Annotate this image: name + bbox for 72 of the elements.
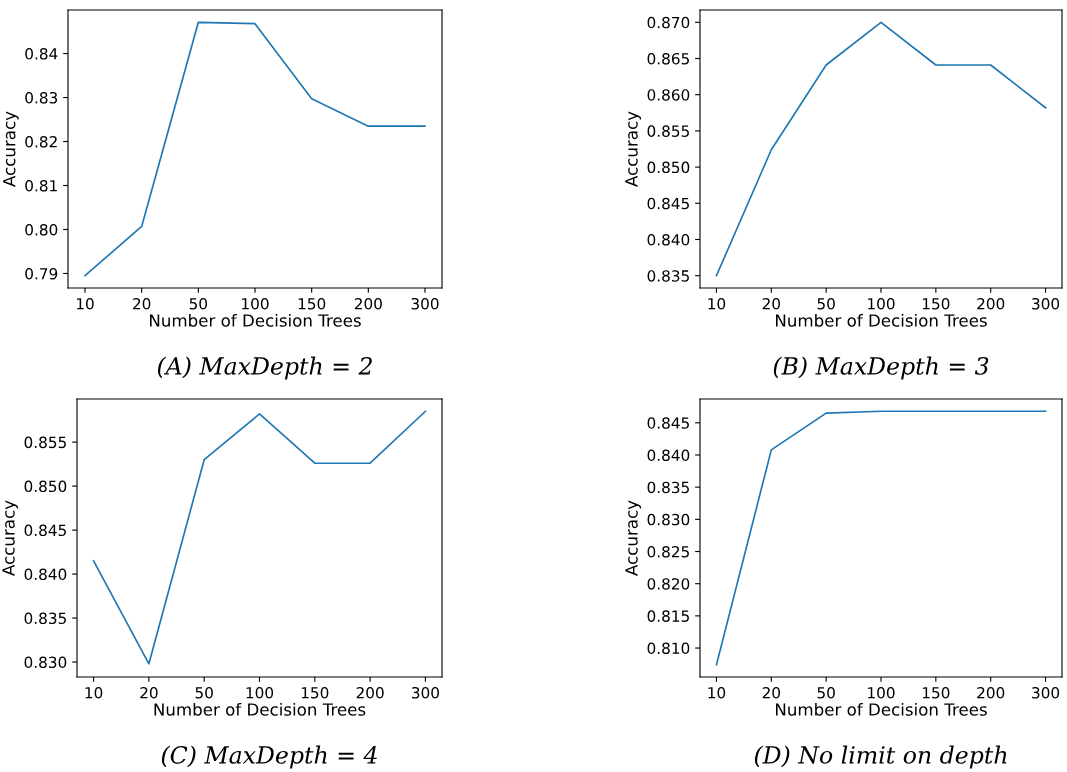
x-tick-label: 300 (1032, 297, 1060, 310)
text: (D) No limit on depth (754, 745, 1007, 769)
x-tick-label: 300 (1032, 686, 1060, 699)
y-tick-label: 0.79 (25, 267, 58, 280)
x-tick-label: 10 (708, 686, 726, 699)
x-tick-label: 200 (977, 686, 1005, 699)
y-tick-label: 0.845 (24, 524, 66, 537)
text: (A) MaxDepth = 2 (157, 356, 372, 380)
x-tick-label: 10 (85, 686, 103, 699)
y-tick-label: 0.840 (24, 568, 67, 581)
x-tick-label: 200 (354, 297, 382, 310)
x-tick-label: 20 (140, 686, 158, 699)
y-axis-title: Accuracy (3, 111, 19, 187)
x-tick-label: 100 (242, 297, 269, 310)
x-tick-label: 50 (189, 297, 208, 310)
y-tick-label: 0.860 (647, 89, 690, 101)
x-tick-label: 150 (922, 297, 950, 310)
x-tick-label: 200 (356, 686, 384, 699)
x-axis-title: Number of Decision Trees (776, 702, 987, 716)
x-axis-title: Number of Decision Trees (150, 313, 361, 327)
y-tick-label: 0.855 (24, 436, 66, 449)
x-tick-label: 200 (977, 297, 1005, 310)
y-axis-title: Accuracy (625, 500, 641, 576)
x-tick-label: 50 (195, 686, 213, 699)
y-tick-label: 0.830 (24, 656, 67, 669)
y-tick-label: 0.835 (647, 481, 689, 494)
line-series (715, 21, 1047, 277)
y-axis-title: Accuracy (2, 500, 18, 576)
y-tick-label: 0.83 (25, 92, 58, 104)
y-tick-label: 0.81 (25, 179, 57, 192)
x-tick-label: 150 (298, 297, 326, 310)
x-tick-label: 10 (708, 297, 726, 310)
x-tick-label: 20 (762, 686, 781, 699)
y-tick-label: 0.850 (647, 161, 690, 174)
y-tick-label: 0.810 (647, 642, 690, 655)
line-series (84, 21, 426, 277)
x-tick-label: 50 (817, 297, 835, 310)
y-tick-label: 0.840 (647, 449, 690, 462)
x-axis-title: Number of Decision Trees (776, 313, 987, 327)
x-tick-label: 150 (301, 686, 329, 699)
y-tick-label: 0.850 (24, 480, 67, 493)
y-tick-label: 0.835 (24, 612, 66, 625)
line-series (92, 410, 427, 665)
x-tick-label: 100 (868, 297, 895, 310)
line-series (715, 410, 1047, 666)
x-tick-label: 20 (762, 297, 781, 310)
x-tick-label: 300 (411, 297, 439, 310)
x-tick-label: 300 (411, 686, 439, 699)
y-tick-label: 0.84 (25, 48, 58, 60)
x-tick-label: 150 (922, 686, 950, 699)
y-tick-label: 0.845 (647, 197, 689, 210)
y-tick-label: 0.845 (647, 417, 689, 429)
y-tick-label: 0.815 (647, 610, 689, 622)
y-tick-label: 0.825 (647, 545, 689, 558)
x-tick-label: 10 (76, 297, 94, 310)
text: (B) MaxDepth = 3 (773, 356, 989, 380)
y-tick-label: 0.865 (647, 52, 689, 65)
y-tick-label: 0.820 (647, 578, 690, 590)
text: (C) MaxDepth = 4 (161, 745, 377, 769)
x-tick-label: 20 (133, 297, 151, 310)
y-tick-label: 0.855 (647, 125, 689, 137)
x-tick-label: 100 (246, 686, 274, 699)
y-tick-label: 0.830 (647, 513, 690, 526)
y-tick-label: 0.835 (647, 270, 689, 282)
y-tick-label: 0.840 (647, 233, 690, 246)
y-tick-label: 0.80 (25, 223, 58, 236)
x-tick-label: 50 (817, 686, 835, 699)
y-tick-label: 0.82 (25, 135, 57, 148)
y-axis-title: Accuracy (625, 111, 641, 187)
x-tick-label: 100 (868, 686, 895, 699)
x-axis-title: Number of Decision Trees (154, 702, 366, 716)
y-tick-label: 0.870 (647, 16, 690, 29)
